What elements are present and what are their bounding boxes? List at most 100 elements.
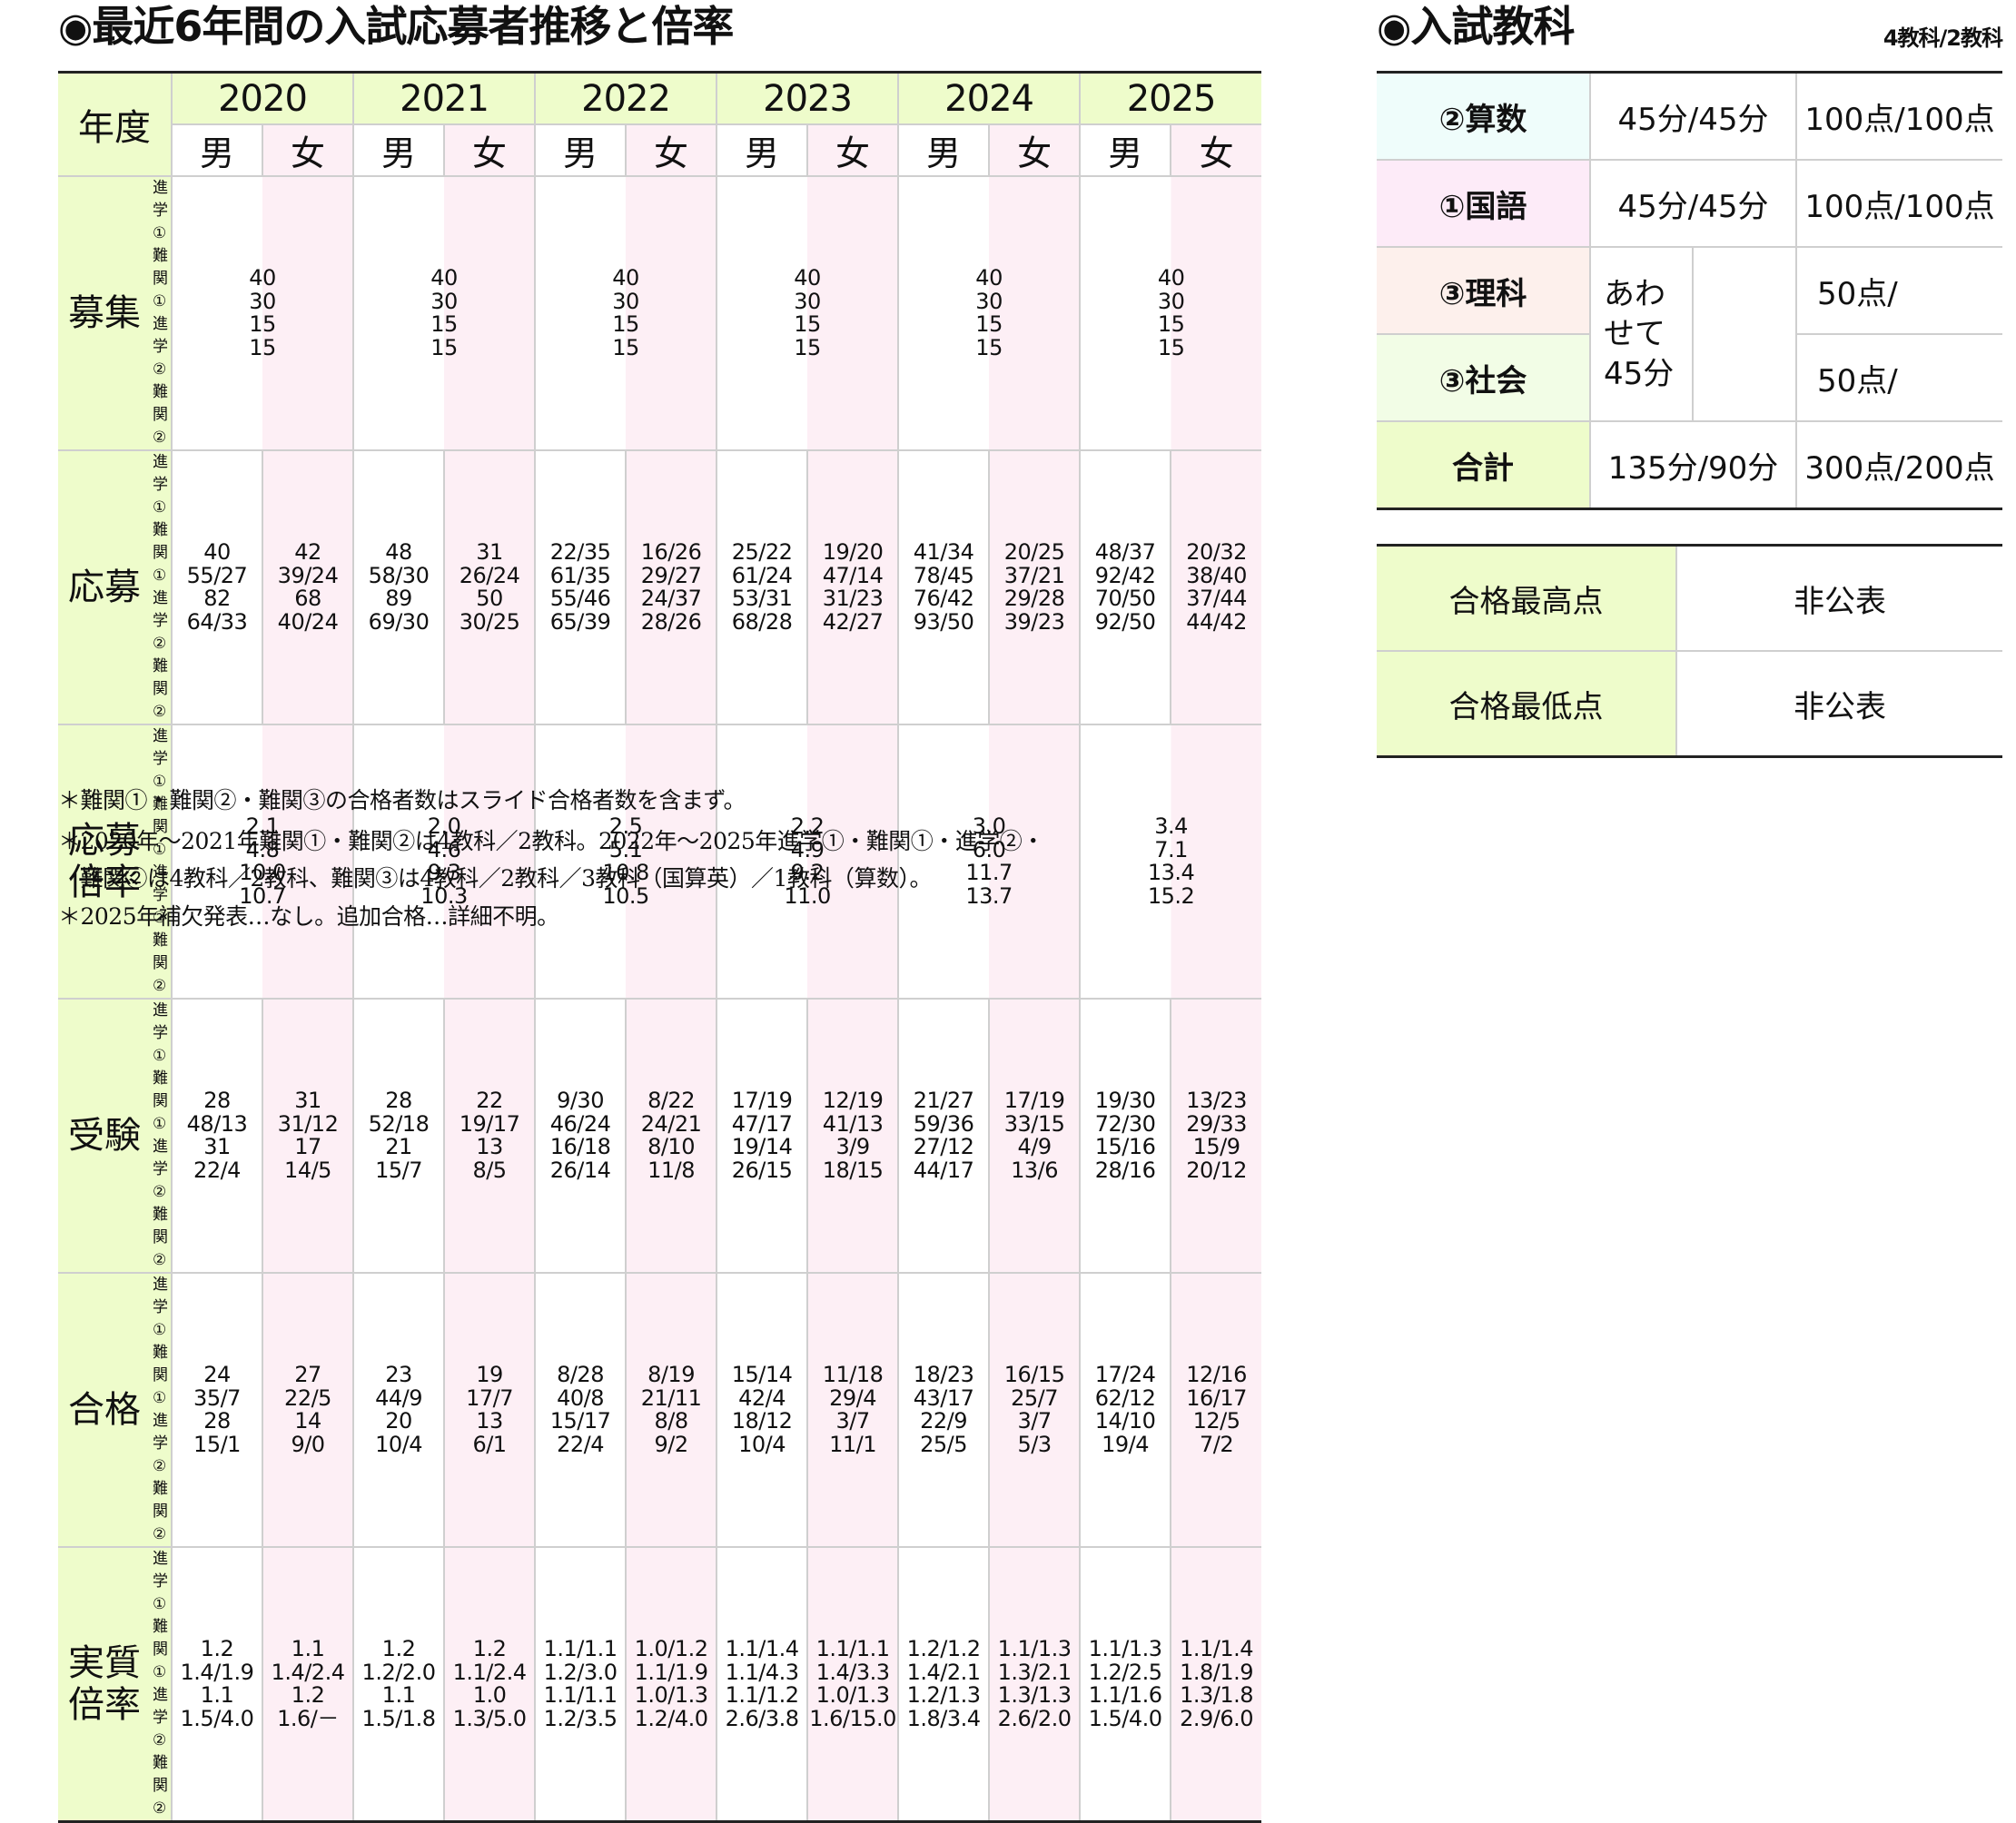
cell-value: 1.2/1.2 xyxy=(906,1636,981,1661)
cell-value: 30 xyxy=(1157,288,1185,314)
cell-value: 進学② xyxy=(153,589,168,653)
male-cell: 41/34 78/45 76/42 93/50 xyxy=(897,449,991,725)
cell-value: 1.1/1.9 xyxy=(634,1659,708,1685)
cell-value: 39/23 xyxy=(1003,608,1065,635)
cell-value: 21/11 xyxy=(640,1384,702,1411)
male-cell: 28 52/18 21 15/7 xyxy=(352,998,446,1274)
score-row-highest: 合格最高点 非公表 xyxy=(1377,544,2002,652)
subject-time: 135分/90分 xyxy=(1588,420,1798,510)
cell-value: 47/17 xyxy=(731,1110,793,1137)
female-cell: 22 19/17 13 8/5 xyxy=(443,998,537,1274)
cell-value: 26/24 xyxy=(459,562,520,588)
cell-value: 30 xyxy=(975,288,1003,314)
subject-row-science: ③理科 あわ せて 45分 50点/ xyxy=(1377,246,2003,422)
cell-value: 65/39 xyxy=(549,608,611,635)
cell-value: 19 xyxy=(476,1362,503,1387)
male-cell: 9/30 46/24 16/18 26/14 xyxy=(534,998,628,1274)
cell-value: 22/4 xyxy=(193,1157,241,1183)
cell-value: 10.5 xyxy=(602,882,649,909)
cell-value: 15/16 xyxy=(1094,1134,1156,1159)
row-sublabels: 進学① 難関① 進学② 難関② xyxy=(151,1272,173,1548)
male-cell: 40 55/27 82 64/33 xyxy=(171,449,263,725)
male-header: 男 xyxy=(352,123,446,177)
cell-value: 41/34 xyxy=(913,539,974,565)
cell-value: 進学① xyxy=(153,1001,168,1065)
merged-cell: 3.4 7.1 13.4 15.2 xyxy=(1079,724,1262,1000)
cell-value: 1.0/1.3 xyxy=(634,1682,708,1708)
male-cell: 17/24 62/12 14/10 19/4 xyxy=(1079,1272,1172,1548)
cell-value: 1.2 xyxy=(291,1682,325,1708)
cell-value: 1.1/2.4 xyxy=(452,1659,527,1685)
cell-value: 2.5 xyxy=(608,813,643,839)
cell-value: 1.6/－ xyxy=(277,1705,339,1731)
cell-value: 難関① xyxy=(153,1069,168,1133)
cell-value: 61/24 xyxy=(731,562,793,588)
score-label: 合格最低点 xyxy=(1377,650,1677,758)
cell-value: 8/28 xyxy=(557,1362,604,1387)
cell-value: 16/15 xyxy=(1003,1362,1065,1387)
cell-value: 24/37 xyxy=(640,586,702,611)
cell-value: 33/15 xyxy=(1003,1110,1065,1137)
female-cell: 19/20 47/14 31/23 42/27 xyxy=(806,449,900,725)
male-header: 男 xyxy=(1079,123,1172,177)
cell-value: 28 xyxy=(203,1088,231,1113)
year-header: 2020 xyxy=(170,71,355,125)
cell-value: 11.0 xyxy=(784,882,831,909)
cell-value: 1.4/2.1 xyxy=(906,1659,981,1685)
cell-value: 1.2/3.0 xyxy=(543,1659,618,1685)
male-header: 男 xyxy=(897,123,991,177)
cell-value: 15 xyxy=(249,334,276,360)
cell-value: 44/42 xyxy=(1186,608,1247,635)
cell-value: 15 xyxy=(975,311,1003,337)
cell-value: 52/18 xyxy=(368,1110,430,1137)
cell-value: 55/46 xyxy=(549,586,611,611)
cell-value: 進学① xyxy=(153,727,168,791)
year-header-label: 年度 xyxy=(58,71,173,177)
year-header: 2025 xyxy=(1079,71,1262,125)
cell-value: 37/44 xyxy=(1186,586,1247,611)
cell-value: 3/9 xyxy=(835,1134,870,1159)
cell-value: 22/4 xyxy=(557,1431,604,1457)
female-header: 女 xyxy=(1170,123,1262,177)
cell-value: 13 xyxy=(476,1408,503,1434)
cell-value: 25/5 xyxy=(920,1431,968,1457)
cell-value: 1.1/4.3 xyxy=(725,1659,799,1685)
table-row: 合格 進学①難関①進学②難関② 24 35/7 28 15/1 27 22/5 14 9/0 23 4… xyxy=(58,1272,1262,1548)
cell-value: 13 xyxy=(476,1134,503,1159)
cell-value: 9.2 xyxy=(790,860,825,885)
cell-value: 24 xyxy=(203,1362,231,1387)
cell-value: 8/22 xyxy=(647,1088,695,1113)
cell-value: 31 xyxy=(476,539,503,565)
sex-header-row: 男 女 男 女 男 女 男 女 男 女 男 女 xyxy=(58,123,1262,177)
cell-value: 1.5/1.8 xyxy=(361,1705,436,1731)
cell-value: 31/12 xyxy=(277,1110,339,1137)
cell-value: 48/13 xyxy=(186,1110,248,1137)
bullet-icon: ◉ xyxy=(58,5,93,51)
cell-value: 1.2 xyxy=(472,1636,507,1661)
cell-value: 2.1 xyxy=(245,813,280,839)
cell-value: 4/9 xyxy=(1017,1134,1052,1159)
cell-value: 31 xyxy=(294,1088,321,1113)
cell-value: 9/0 xyxy=(291,1431,325,1457)
cell-value: 進学① xyxy=(153,1276,168,1339)
cell-value: 47/14 xyxy=(822,562,884,588)
cell-value: 1.3/2.1 xyxy=(997,1659,1072,1685)
cell-value: 46/24 xyxy=(549,1110,611,1137)
cell-value: 16/18 xyxy=(549,1134,611,1159)
cell-value: 15/9 xyxy=(1192,1134,1240,1159)
cell-value: 22/9 xyxy=(920,1408,968,1434)
year-header: 2023 xyxy=(716,71,900,125)
cell-value: 8/10 xyxy=(647,1134,695,1159)
cell-value: 1.2/3.5 xyxy=(543,1705,618,1731)
cell-value: 29/28 xyxy=(1003,586,1065,611)
cell-value: 82 xyxy=(203,586,231,611)
cell-value: 15.2 xyxy=(1147,882,1195,909)
score-value: 非公表 xyxy=(1675,544,2002,652)
cell-value: 62/12 xyxy=(1094,1384,1156,1411)
female-cell: 1.1/1.3 1.3/2.1 1.3/1.3 2.6/2.0 xyxy=(988,1546,1082,1823)
cell-value: 2.6/3.8 xyxy=(725,1705,799,1731)
row-label: 実質 倍率 xyxy=(58,1546,151,1823)
cell-value: 37/21 xyxy=(1003,562,1065,588)
cell-value: 12/16 xyxy=(1186,1362,1247,1387)
cell-value: 1.1/1.3 xyxy=(1088,1636,1162,1661)
